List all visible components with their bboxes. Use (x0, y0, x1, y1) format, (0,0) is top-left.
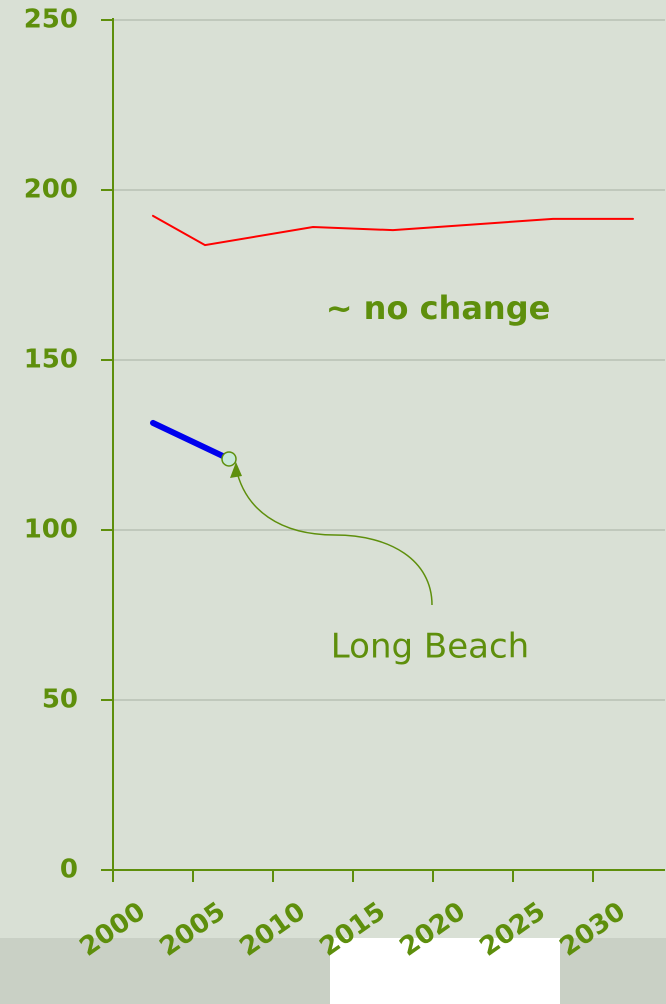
bottom-strip-light (330, 938, 560, 1004)
line (152, 214, 634, 247)
annotation: ~ no change (326, 289, 551, 327)
annotation-arrow (235, 467, 433, 606)
line (150, 419, 232, 462)
y-tick-label: 100 (24, 515, 78, 545)
annotation: Long Beach (331, 627, 529, 667)
y-tick-label: 0 (60, 855, 78, 885)
y-tick-label: 50 (42, 685, 78, 715)
y-tick-label: 150 (24, 345, 78, 375)
y-tick-label: 200 (24, 175, 78, 205)
y-tick-label: 250 (24, 5, 78, 35)
point (221, 451, 237, 467)
arrow-head (230, 462, 242, 478)
